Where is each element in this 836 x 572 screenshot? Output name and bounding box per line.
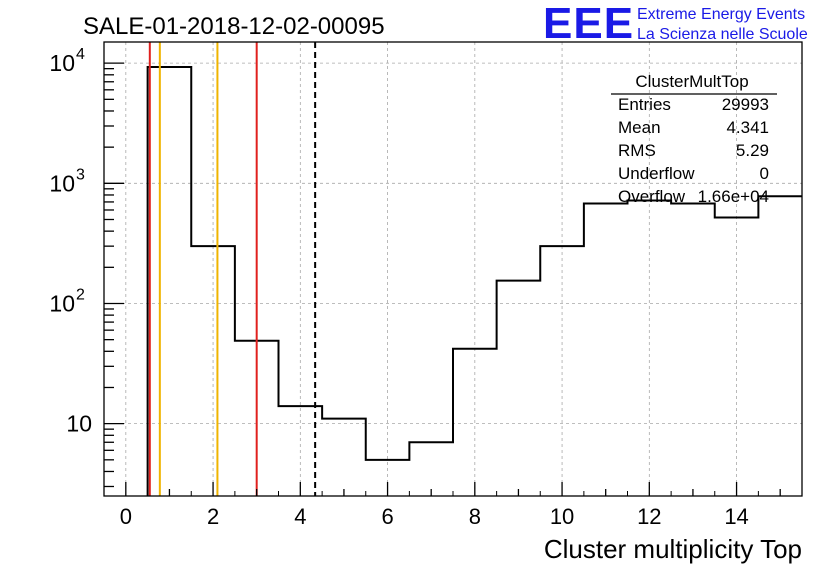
stats-row-label: Underflow <box>618 164 695 183</box>
y-tick-label: 10 <box>49 50 75 76</box>
chart-title: SALE-01-2018-12-02-00095 <box>83 13 385 40</box>
stats-row-value: 1.66e+04 <box>698 187 769 206</box>
y-tick-label: 10 <box>49 290 75 316</box>
x-tick-label: 10 <box>550 504 574 529</box>
histogram-outline <box>146 65 802 496</box>
stats-title: ClusterMultTop <box>635 72 748 91</box>
x-tick-label: 4 <box>294 504 306 529</box>
stats-row-label: RMS <box>618 141 656 160</box>
logo-mark: EEE <box>543 0 634 48</box>
stats-row-value: 0 <box>760 164 769 183</box>
stats-row-label: Entries <box>618 95 671 114</box>
stats-row-value: 4.341 <box>726 118 769 137</box>
x-tick-label: 0 <box>120 504 132 529</box>
y-tick-exponent: 3 <box>76 166 85 183</box>
y-tick-label: 10 <box>49 170 75 196</box>
x-tick-label: 14 <box>724 504 748 529</box>
y-tick-label: 10 <box>66 411 92 437</box>
x-tick-label: 2 <box>207 504 219 529</box>
stats-row-value: 29993 <box>722 95 769 114</box>
x-axis-label: Cluster multiplicity Top <box>544 534 802 564</box>
stats-box: ClusterMultTop Entries 29993 Mean 4.341 RMS 5… <box>611 72 777 206</box>
y-tick-exponent: 2 <box>76 286 85 303</box>
stats-row-label: Overflow <box>618 187 686 206</box>
vertical-lines-layer <box>148 42 317 496</box>
eee-logo: EEE Extreme Energy Events La Scienza nel… <box>543 0 808 48</box>
x-tick-label: 12 <box>637 504 661 529</box>
x-tick-label: 6 <box>381 504 393 529</box>
logo-line-1: Extreme Energy Events <box>637 6 805 23</box>
stats-rows: Entries 29993 Mean 4.341 RMS 5.29 Underflow 0 Ov… <box>618 95 769 206</box>
stats-row-value: 5.29 <box>736 141 769 160</box>
x-tick-label: 8 <box>469 504 481 529</box>
stats-row-label: Mean <box>618 118 661 137</box>
logo-line-2: La Scienza nelle Scuole <box>637 26 808 43</box>
y-tick-exponent: 4 <box>76 46 85 63</box>
histogram-layer <box>146 65 802 496</box>
